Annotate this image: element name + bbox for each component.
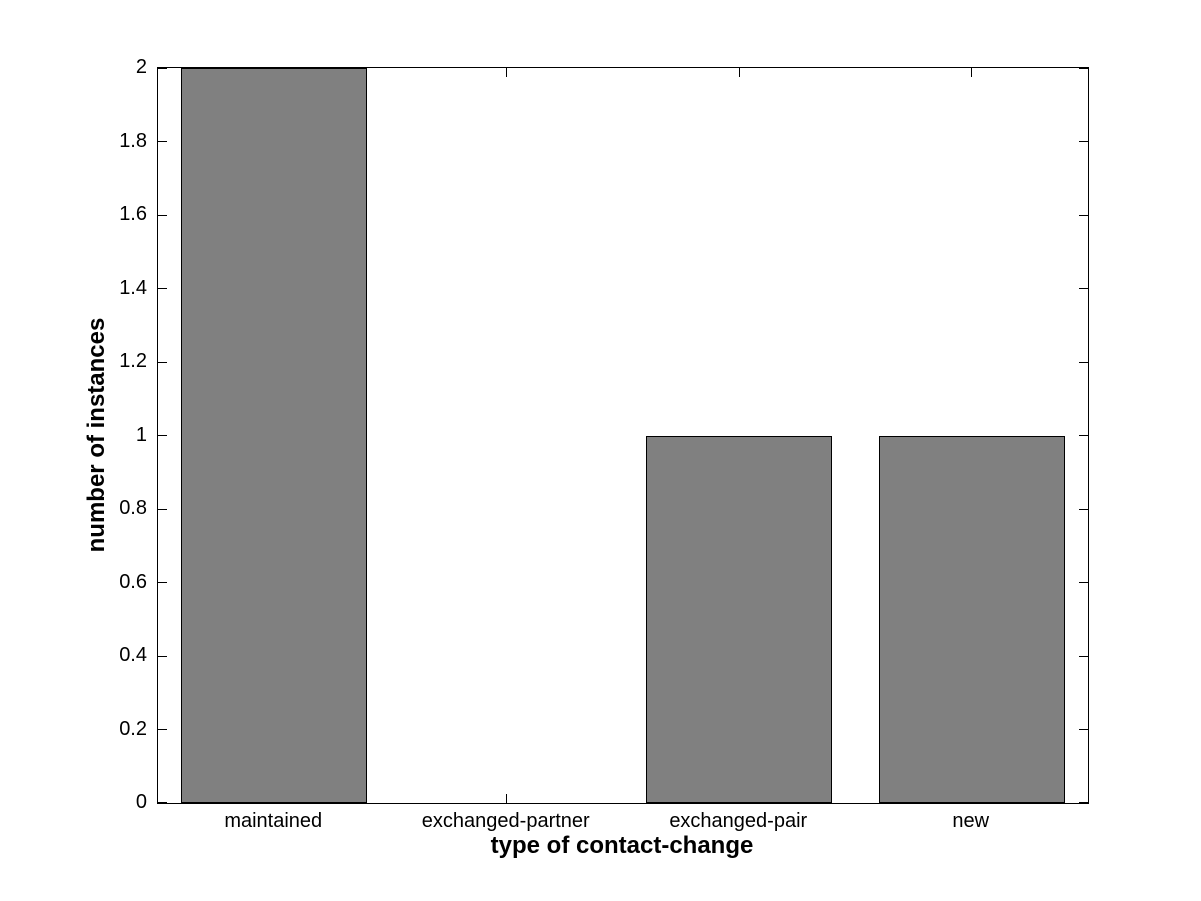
y-axis-tick-left: [158, 802, 167, 803]
y-axis-tick-left: [158, 655, 167, 657]
y-tick-label: 0.2: [119, 717, 147, 740]
y-tick-label: 0.4: [119, 644, 147, 666]
y-axis-tick-right: [1079, 141, 1088, 142]
x-axis-label: type of contact-change: [490, 832, 754, 859]
x-tick-label: maintained: [224, 810, 323, 832]
y-axis-tick-right: [1079, 214, 1088, 216]
x-tick-label: exchanged-partner: [421, 810, 590, 832]
y-axis-tick-left: [158, 288, 167, 289]
y-tick-label: 1.4: [119, 276, 147, 299]
y-tick-label: 0.6: [119, 570, 147, 593]
bar-maintained: [181, 68, 368, 803]
x-tick-label: new: [952, 810, 990, 832]
y-axis-tick-right: [1079, 288, 1088, 289]
y-axis-tick-left: [158, 729, 167, 730]
y-axis-tick-left: [158, 68, 167, 69]
bar-exchanged-pair: [646, 435, 833, 803]
y-axis-tick-left: [158, 141, 167, 142]
y-axis-tick-right: [1079, 68, 1088, 69]
y-axis-tick-right: [1079, 729, 1088, 730]
x-axis-tick-bottom: [506, 794, 508, 803]
x-tick-label: exchanged-pair: [669, 810, 808, 832]
y-tick-label: 1.6: [119, 203, 147, 225]
y-tick-label: 0: [135, 791, 147, 813]
y-axis-tick-right: [1079, 508, 1088, 510]
x-axis-tick-top: [738, 68, 740, 77]
y-axis-tick-left: [158, 435, 167, 436]
y-tick-label: 1: [135, 423, 147, 446]
y-tick-label: 1.2: [119, 350, 147, 372]
y-axis-tick-right: [1079, 582, 1088, 583]
y-axis-tick-left: [158, 214, 167, 216]
y-axis-tick-right: [1079, 655, 1088, 657]
bar-new: [878, 435, 1065, 803]
x-axis-tick-top: [506, 68, 508, 77]
x-axis-tick-top: [971, 68, 973, 77]
y-axis-tick-left: [158, 361, 167, 363]
y-axis-tick-left: [158, 508, 167, 510]
y-axis-tick-right: [1079, 435, 1088, 436]
y-tick-label: 1.8: [119, 129, 147, 152]
y-tick-label: 0.8: [119, 497, 147, 519]
plot-area: [157, 67, 1089, 804]
y-axis-tick-right: [1079, 802, 1088, 803]
y-tick-label: 2: [135, 56, 147, 78]
y-axis-tick-left: [158, 582, 167, 583]
y-axis-tick-right: [1079, 361, 1088, 363]
